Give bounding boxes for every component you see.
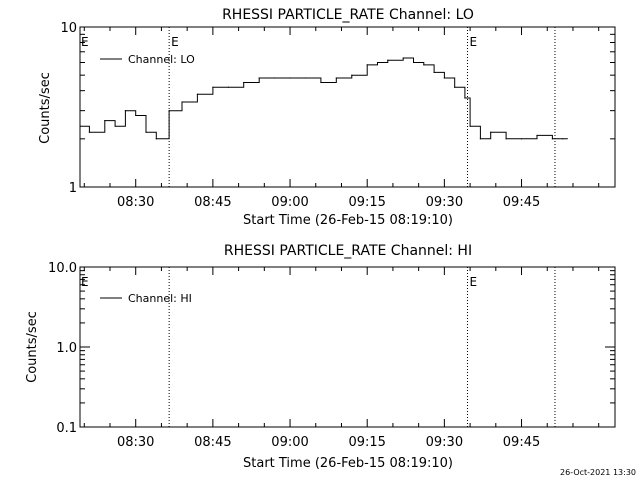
plot-border xyxy=(79,266,616,428)
panel-lo: RHESSI PARTICLE_RATE Channel: LO 08:30 08… xyxy=(38,7,616,228)
data-point xyxy=(376,61,379,64)
data-point xyxy=(274,77,276,79)
x-tick-label: 09:45 xyxy=(503,435,540,450)
x-tick-label: 09:30 xyxy=(426,435,463,450)
y-tick-label: 1 xyxy=(69,181,77,196)
series-line xyxy=(80,57,568,140)
data-point xyxy=(227,86,229,88)
x-tick-label: 09:00 xyxy=(271,195,308,210)
data-point xyxy=(320,81,322,84)
data-point xyxy=(433,71,435,74)
data-point xyxy=(88,131,91,133)
data-point xyxy=(243,81,245,84)
data-point xyxy=(145,131,147,133)
plot-frame: 08:30 08:45 09:00 09:15 09:30 09:45 1 10 E E E xyxy=(60,21,616,210)
data-point xyxy=(366,64,368,66)
x-tick-label: 09:00 xyxy=(271,435,308,450)
data-point xyxy=(79,125,81,127)
y-axis-label: Counts/sec xyxy=(25,311,40,383)
x-axis-label: Start Time (26-Feb-15 08:19:10) xyxy=(243,456,453,471)
chart-title: RHESSI PARTICLE_RATE Channel: LO xyxy=(222,7,474,23)
data-point xyxy=(464,97,466,99)
data-point xyxy=(505,138,507,140)
x-tick-label: 09:15 xyxy=(348,435,385,450)
x-axis-label: Start Time (26-Feb-15 08:19:10) xyxy=(243,213,453,228)
data-point xyxy=(562,138,564,140)
event-marker-label: E xyxy=(81,35,89,49)
y-tick-label: 1.0 xyxy=(56,341,77,356)
x-tick-label: 08:30 xyxy=(117,195,154,210)
data-point xyxy=(155,138,157,140)
data-point xyxy=(181,101,183,103)
data-point xyxy=(196,93,199,95)
y-axis-label: Counts/sec xyxy=(38,72,53,144)
data-point xyxy=(104,120,106,122)
data-point xyxy=(289,77,291,79)
data-point xyxy=(124,110,127,112)
event-marker-label: E xyxy=(171,35,179,49)
data-point xyxy=(387,59,389,61)
y-tick-label: 10 xyxy=(60,21,77,36)
chart-title: RHESSI PARTICLE_RATE Channel: HI xyxy=(224,243,472,259)
x-tick-label: 08:45 xyxy=(194,435,231,450)
data-point xyxy=(490,131,492,133)
data-point xyxy=(168,110,170,112)
data-point xyxy=(335,77,337,79)
data-point xyxy=(536,134,538,137)
y-tick-label: 0.1 xyxy=(56,421,77,436)
data-point xyxy=(402,57,404,59)
data-point xyxy=(412,61,415,64)
x-tick-label: 08:30 xyxy=(117,435,154,450)
generation-timestamp: 26-Oct-2021 13:30 xyxy=(560,468,636,477)
event-marker-label: E xyxy=(470,35,478,49)
x-tick-label: 09:15 xyxy=(348,195,385,210)
data-point xyxy=(423,64,425,66)
plot-border xyxy=(79,26,616,188)
data-point xyxy=(479,138,481,140)
x-tick-label: 08:45 xyxy=(194,195,231,210)
x-tick-label: 09:30 xyxy=(426,195,463,210)
x-tick-label: 09:45 xyxy=(503,195,540,210)
data-point xyxy=(520,138,523,140)
legend-label: Channel: HI xyxy=(128,292,192,305)
data-point xyxy=(551,138,553,140)
data-point xyxy=(351,74,353,76)
event-marker-label: E xyxy=(81,275,89,289)
data-point xyxy=(114,125,116,127)
data-point xyxy=(135,114,137,117)
event-marker-label: E xyxy=(470,275,478,289)
data-point xyxy=(212,86,214,88)
data-point xyxy=(443,77,445,79)
data-point xyxy=(469,125,471,127)
legend-label: Channel: LO xyxy=(128,53,195,66)
data-point xyxy=(304,77,307,79)
data-point xyxy=(258,77,260,79)
data-point xyxy=(454,86,456,88)
y-tick-label: 10.0 xyxy=(48,261,77,276)
plot-frame: 08:30 08:45 09:00 09:15 09:30 09:45 0.1 1.0 10.0… xyxy=(48,261,616,450)
panel-hi: RHESSI PARTICLE_RATE Channel: HI 08:30 08… xyxy=(25,243,616,471)
